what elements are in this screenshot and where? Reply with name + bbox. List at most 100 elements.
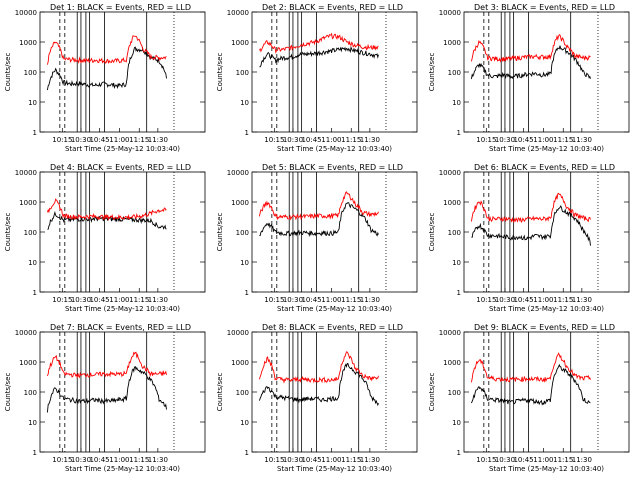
x-axis-label: Start Time (25-May-12 10:03:40) bbox=[489, 305, 604, 313]
series-line-events bbox=[259, 45, 379, 68]
x-tick-label: 11:15 bbox=[553, 136, 573, 144]
panel-title: Det 3: BLACK = Events, RED = LLD bbox=[474, 3, 615, 12]
series-line-lld bbox=[259, 32, 379, 54]
y-tick-label: 10 bbox=[452, 419, 461, 427]
y-tick-label: 1 bbox=[457, 289, 461, 297]
y-tick-label: 10000 bbox=[227, 169, 249, 177]
x-axis-label: Start Time (25-May-12 10:03:40) bbox=[65, 145, 180, 153]
y-tick-label: 1000 bbox=[443, 359, 461, 367]
y-axis-label: Counts/sec bbox=[4, 213, 12, 252]
x-tick-label: 11:00 bbox=[321, 456, 341, 464]
x-axis-label: Start Time (25-May-12 10:03:40) bbox=[65, 305, 180, 313]
x-tick-label: 10:30 bbox=[495, 136, 515, 144]
x-tick-label: 11:15 bbox=[341, 296, 361, 304]
y-axis-label: Counts/sec bbox=[428, 53, 436, 92]
y-tick-label: 1 bbox=[33, 289, 37, 297]
x-tick-label: 10:45 bbox=[513, 296, 533, 304]
y-tick-label: 10 bbox=[28, 419, 37, 427]
y-tick-label: 1 bbox=[245, 129, 249, 137]
x-tick-label: 10:15 bbox=[52, 296, 72, 304]
x-tick-label: 11:30 bbox=[148, 456, 168, 464]
x-tick-label: 11:15 bbox=[341, 456, 361, 464]
series-line-events bbox=[46, 46, 167, 91]
x-axis-label: Start Time (25-May-12 10:03:40) bbox=[489, 465, 604, 473]
y-tick-label: 100 bbox=[24, 229, 37, 237]
series-line-lld bbox=[258, 351, 379, 384]
y-tick-label: 1000 bbox=[19, 359, 37, 367]
x-tick-label: 10:45 bbox=[301, 296, 321, 304]
x-tick-label: 11:30 bbox=[572, 456, 592, 464]
series-line-events bbox=[259, 201, 379, 238]
x-tick-label: 11:00 bbox=[533, 136, 553, 144]
x-tick-label: 11:00 bbox=[109, 456, 129, 464]
panel-4: Det 4: BLACK = Events, RED = LLD 1 10 100 10… bbox=[4, 163, 206, 313]
panel-1: Det 1: BLACK = Events, RED = LLD 1 10 100 10… bbox=[4, 3, 206, 153]
y-tick-label: 1000 bbox=[19, 199, 37, 207]
x-tick-label: 11:30 bbox=[572, 136, 592, 144]
x-tick-label: 10:15 bbox=[264, 136, 284, 144]
y-axis-label: Counts/sec bbox=[216, 53, 224, 92]
y-tick-label: 10 bbox=[240, 99, 249, 107]
series-line-events bbox=[46, 366, 167, 413]
y-tick-label: 10000 bbox=[439, 169, 461, 177]
y-tick-label: 10 bbox=[452, 259, 461, 267]
series-line-lld bbox=[470, 192, 591, 224]
series-line-events bbox=[470, 363, 591, 406]
x-tick-label: 10:15 bbox=[52, 456, 72, 464]
y-tick-label: 10000 bbox=[439, 329, 461, 337]
x-tick-label: 10:45 bbox=[89, 296, 109, 304]
x-tick-label: 10:45 bbox=[89, 136, 109, 144]
y-tick-label: 10000 bbox=[15, 9, 37, 17]
x-tick-label: 10:30 bbox=[71, 296, 91, 304]
y-tick-label: 1000 bbox=[443, 39, 461, 47]
y-tick-label: 10 bbox=[28, 99, 37, 107]
x-tick-label: 10:15 bbox=[52, 136, 72, 144]
y-tick-label: 1 bbox=[33, 449, 37, 457]
x-tick-label: 10:15 bbox=[476, 456, 496, 464]
series-line-events bbox=[258, 362, 379, 407]
x-tick-label: 11:00 bbox=[321, 136, 341, 144]
x-tick-label: 11:30 bbox=[360, 136, 380, 144]
x-axis-label: Start Time (25-May-12 10:03:40) bbox=[277, 465, 392, 473]
series-line-events bbox=[470, 45, 591, 80]
x-tick-label: 11:30 bbox=[148, 136, 168, 144]
y-tick-label: 1 bbox=[457, 449, 461, 457]
x-tick-label: 10:45 bbox=[301, 456, 321, 464]
panel-title: Det 9: BLACK = Events, RED = LLD bbox=[474, 323, 615, 332]
x-tick-label: 10:30 bbox=[283, 456, 303, 464]
x-tick-label: 11:30 bbox=[148, 296, 168, 304]
y-tick-label: 10000 bbox=[227, 329, 249, 337]
series-line-lld bbox=[46, 198, 167, 222]
y-tick-label: 100 bbox=[448, 389, 461, 397]
x-tick-label: 10:30 bbox=[71, 456, 91, 464]
y-tick-label: 10000 bbox=[439, 9, 461, 17]
panel-3: Det 3: BLACK = Events, RED = LLD 1 10 100 10… bbox=[428, 3, 630, 153]
x-tick-label: 11:00 bbox=[321, 296, 341, 304]
y-tick-label: 10 bbox=[240, 419, 249, 427]
x-axis-label: Start Time (25-May-12 10:03:40) bbox=[65, 465, 180, 473]
x-tick-label: 11:00 bbox=[109, 136, 129, 144]
y-tick-label: 100 bbox=[236, 229, 249, 237]
panel-7: Det 7: BLACK = Events, RED = LLD 1 10 100 10… bbox=[4, 323, 206, 473]
panel-title: Det 5: BLACK = Events, RED = LLD bbox=[262, 163, 403, 172]
y-tick-label: 10 bbox=[28, 259, 37, 267]
y-tick-label: 100 bbox=[448, 69, 461, 77]
x-tick-label: 11:15 bbox=[553, 456, 573, 464]
panel-9: Det 9: BLACK = Events, RED = LLD 1 10 100 10… bbox=[428, 323, 630, 473]
x-tick-label: 11:30 bbox=[360, 456, 380, 464]
x-tick-label: 10:30 bbox=[495, 296, 515, 304]
y-axis-label: Counts/sec bbox=[428, 213, 436, 252]
series-line-lld bbox=[46, 351, 167, 379]
x-tick-label: 10:15 bbox=[264, 456, 284, 464]
x-tick-label: 10:45 bbox=[513, 136, 533, 144]
x-axis-label: Start Time (25-May-12 10:03:40) bbox=[277, 305, 392, 313]
x-tick-label: 11:30 bbox=[360, 296, 380, 304]
y-tick-label: 1 bbox=[457, 129, 461, 137]
x-tick-label: 11:15 bbox=[553, 296, 573, 304]
series-line-lld bbox=[258, 191, 379, 221]
series-line-lld bbox=[46, 35, 167, 65]
x-tick-label: 11:15 bbox=[129, 136, 149, 144]
x-axis-label: Start Time (25-May-12 10:03:40) bbox=[489, 145, 604, 153]
panel-title: Det 4: BLACK = Events, RED = LLD bbox=[50, 163, 191, 172]
